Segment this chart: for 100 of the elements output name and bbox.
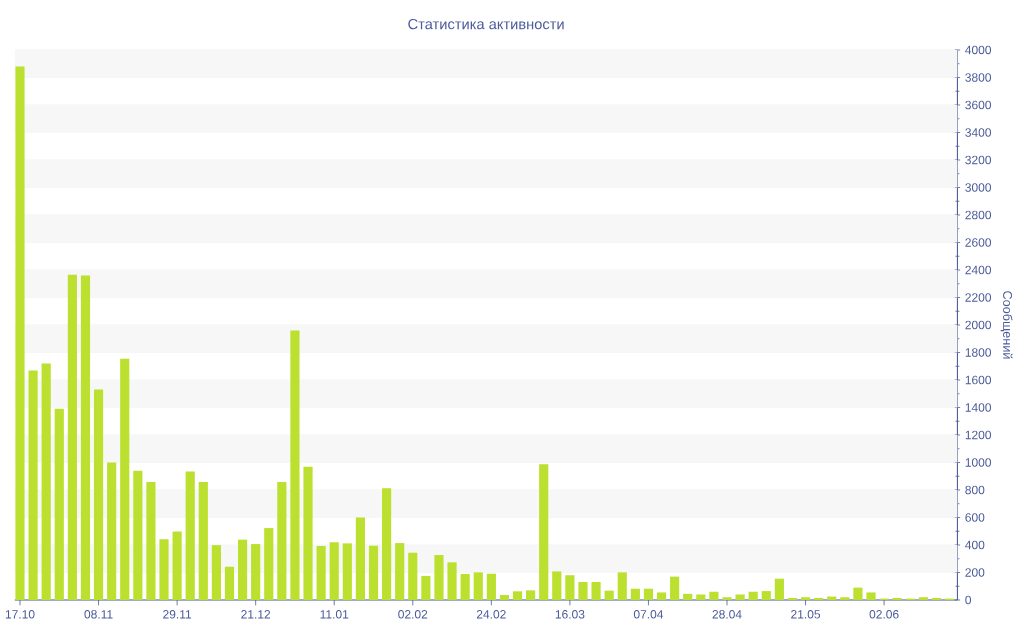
y-tick-label: 3600 (965, 100, 992, 110)
bar (434, 555, 444, 600)
y-tick-label: 1000 (965, 458, 992, 467)
y-tick-label: 3400 (965, 128, 992, 137)
bar (630, 588, 640, 600)
y-axis-title: Сообщений (1000, 291, 1013, 359)
bar (473, 572, 483, 600)
y-tick-label: 3000 (965, 183, 992, 192)
y-tick-label: 1600 (965, 375, 992, 385)
bar (512, 591, 523, 600)
bar (761, 591, 771, 600)
bar (355, 517, 365, 600)
bar (853, 587, 863, 600)
bar (251, 544, 261, 600)
bar (54, 408, 64, 600)
bar (892, 597, 902, 600)
bar (382, 488, 392, 600)
bar (159, 539, 169, 600)
bar (800, 597, 811, 600)
bar (814, 597, 824, 600)
bar (499, 595, 510, 600)
bar (552, 571, 562, 600)
y-tick-label: 3200 (965, 155, 992, 165)
x-tick-label: 17.10 (5, 610, 35, 619)
x-tick-label: 02.06 (869, 610, 899, 619)
bar (408, 552, 418, 600)
bar (709, 591, 719, 600)
y-tick-label: 2000 (965, 320, 992, 330)
bar (93, 389, 104, 600)
bar (486, 573, 496, 600)
bar (224, 566, 235, 600)
y-tick-label: 2600 (965, 238, 992, 247)
x-tick-label: 02.02 (398, 610, 428, 619)
bar (931, 597, 942, 600)
y-tick-label: 2400 (965, 265, 992, 275)
x-tick-label: 16.03 (555, 610, 585, 619)
bar (578, 581, 588, 600)
bar (604, 590, 614, 600)
bar (539, 464, 549, 600)
y-tick-label: 4000 (965, 45, 992, 55)
bar (290, 330, 300, 600)
bar (316, 545, 326, 600)
x-tick-label: 24.02 (476, 610, 506, 619)
bar (303, 466, 313, 600)
bar (748, 591, 758, 600)
bar (866, 592, 876, 600)
x-tick-label: 28.04 (712, 610, 742, 619)
bar (840, 597, 850, 600)
bar (107, 462, 117, 600)
bar (460, 574, 470, 600)
bar (342, 543, 352, 600)
y-tick-label: 200 (965, 568, 985, 577)
y-tick-label: 600 (965, 513, 985, 522)
y-tick-label: 1800 (965, 348, 992, 357)
y-tick-label: 1200 (965, 430, 992, 440)
bar (722, 597, 732, 600)
y-tick-label: 1400 (965, 403, 992, 412)
bar (198, 482, 208, 600)
bar (643, 588, 654, 600)
bar (172, 531, 182, 600)
bar (67, 274, 77, 600)
bar (277, 482, 287, 600)
chart-title: Статистика активности (408, 18, 564, 30)
bar (15, 66, 25, 600)
bar (80, 275, 91, 600)
bar (421, 575, 431, 600)
bar (211, 545, 221, 600)
bar (774, 578, 784, 600)
x-tick-label: 21.12 (241, 610, 271, 619)
bar (526, 590, 536, 600)
bar (238, 539, 248, 600)
bar (395, 543, 405, 600)
y-tick-label: 400 (965, 540, 985, 550)
x-tick-label: 07.04 (633, 610, 664, 619)
bar (41, 363, 51, 600)
bar (120, 358, 130, 600)
bar (591, 581, 601, 600)
x-tick-label: 08.11 (84, 610, 113, 619)
bar (696, 594, 706, 600)
y-tick-label: 800 (965, 485, 985, 495)
bar (185, 471, 195, 600)
bar (28, 370, 38, 600)
y-tick-label: 2200 (965, 293, 992, 302)
x-tick-label: 29.11 (163, 610, 192, 619)
bar (683, 593, 693, 600)
bar (918, 597, 928, 600)
bar (735, 594, 745, 600)
bar (329, 542, 339, 600)
bar (656, 592, 667, 600)
bar (133, 470, 143, 600)
y-tick-label: 2800 (965, 210, 992, 220)
bar (368, 545, 379, 600)
x-tick-label: 11.01 (320, 610, 349, 619)
bar (565, 575, 575, 600)
y-tick-label: 0 (965, 595, 972, 605)
bar (617, 572, 627, 600)
bar (787, 597, 798, 600)
bar (670, 576, 680, 600)
bar (447, 562, 457, 600)
bar (264, 528, 274, 600)
